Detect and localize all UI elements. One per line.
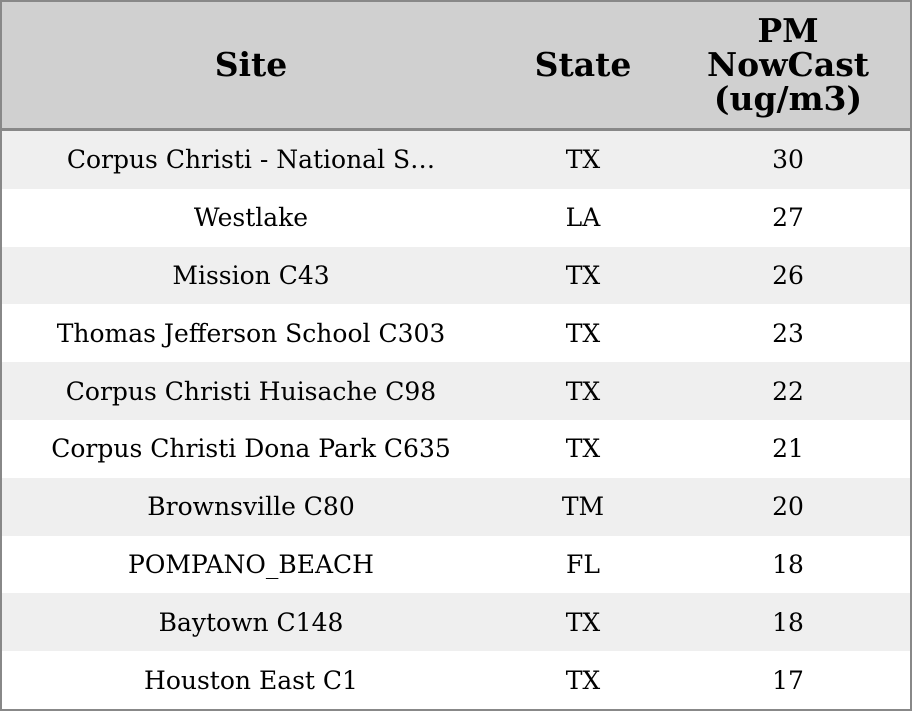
table-cell: TX: [565, 665, 601, 695]
table-cell: TX: [565, 260, 601, 290]
table-row: Mission C43 TX 26: [2, 246, 910, 305]
header-cell: State: [500, 2, 666, 128]
table-cell: LA: [565, 203, 601, 233]
table-row: POMPANO_BEACH FL 18: [2, 535, 910, 594]
table-cell: Corpus Christi Dona Park C635: [51, 434, 451, 464]
table-cell: 30: [772, 145, 804, 175]
table-cell: 18: [772, 549, 804, 579]
header-row: Site State PM NowCast (ug/m3): [2, 2, 910, 131]
header-text: State: [534, 45, 632, 84]
table-cell: TX: [565, 318, 601, 348]
table-cell: POMPANO_BEACH: [128, 549, 374, 579]
table-cell: Corpus Christi Huisache C98: [65, 376, 437, 406]
table-row: Corpus Christi - National S… TX 30: [2, 131, 910, 189]
table-cell: Houston East C1: [144, 665, 358, 695]
table-cell: Mission C43: [172, 260, 330, 290]
table-cell: 20: [772, 492, 804, 522]
header-cell: PM NowCast (ug/m3): [666, 2, 910, 128]
table-row: Corpus Christi Dona Park C635 TX 21: [2, 419, 910, 478]
table-cell: Corpus Christi - National S…: [66, 145, 436, 175]
table-cell: 21: [772, 434, 804, 464]
table-cell: 27: [772, 203, 804, 233]
table-row: Thomas Jefferson School C303 TX 23: [2, 304, 910, 363]
header-text: PM NowCast (ug/m3): [706, 11, 870, 118]
table-cell: 18: [772, 607, 804, 637]
table-row: Corpus Christi Huisache C98 TX 22: [2, 362, 910, 420]
table-cell: TX: [565, 434, 601, 464]
table-cell: 22: [772, 376, 804, 406]
table-cell: 26: [772, 260, 804, 290]
table-cell: Baytown C148: [158, 607, 344, 637]
header-text: Site: [214, 45, 288, 84]
table-cell: TX: [565, 145, 601, 175]
table-row: Baytown C148 TX 18: [2, 593, 910, 652]
table-cell: TX: [565, 607, 601, 637]
header-cell: Site: [2, 2, 500, 128]
table-cell: Brownsville C80: [147, 492, 355, 522]
table-cell: Westlake: [193, 203, 309, 233]
table-row: Houston East C1 TX 17: [2, 651, 910, 709]
table-cell: TM: [561, 492, 605, 522]
table-cell: 17: [772, 665, 804, 695]
table-body: Corpus Christi - National S… TX 30 Westlake…: [2, 131, 910, 709]
table-cell: TX: [565, 376, 601, 406]
table-cell: 23: [772, 318, 804, 348]
table-cell: FL: [566, 549, 600, 579]
table-row: Westlake LA 27: [2, 188, 910, 247]
table-cell: Thomas Jefferson School C303: [56, 318, 446, 348]
table-row: Brownsville C80 TM 20: [2, 477, 910, 536]
